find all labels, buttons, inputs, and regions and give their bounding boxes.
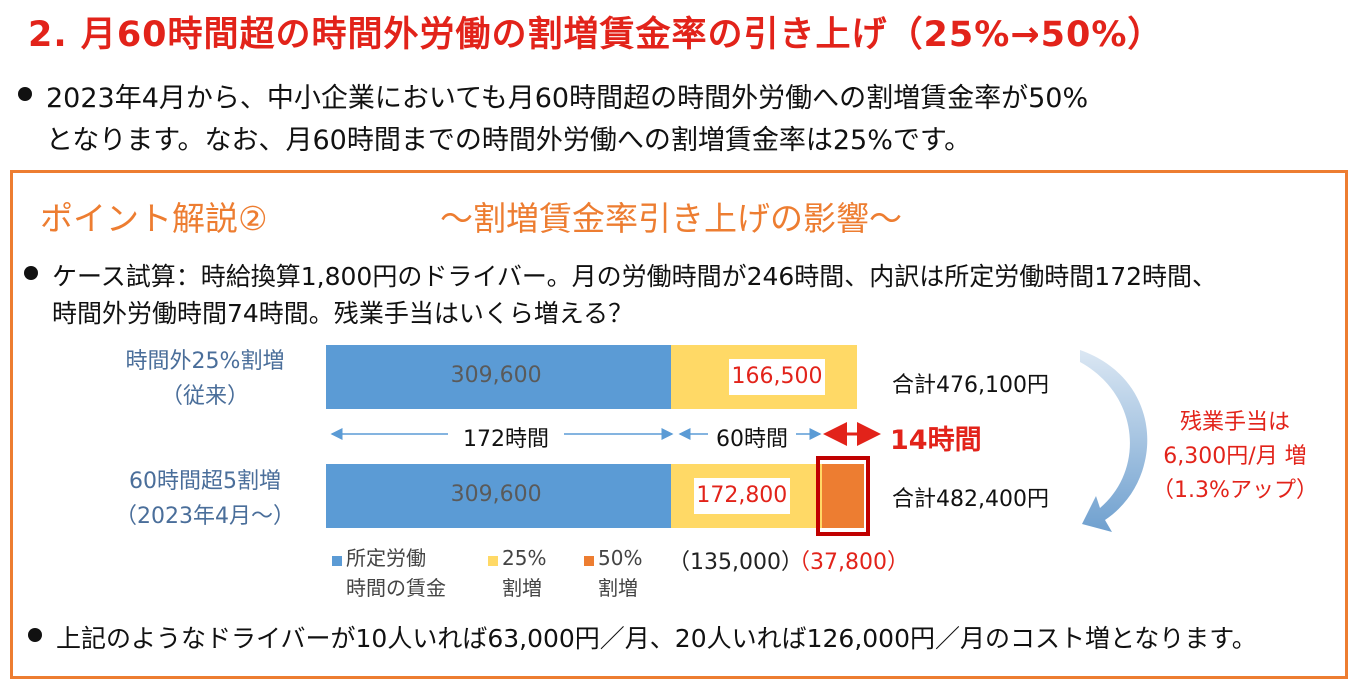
- category-label-1a: 時間外25%割増: [125, 349, 285, 374]
- legend-swatch-50: [584, 556, 594, 566]
- legend-base-2: 時間の賃金: [346, 576, 446, 600]
- bullet-icon: [24, 266, 38, 280]
- hours-extra: 14時間: [890, 425, 982, 456]
- point-panel: [10, 170, 1348, 679]
- bar-row2-base: [326, 464, 672, 528]
- point-label: ポイント解説②: [40, 199, 268, 238]
- footer-text: 上記のようなドライバーが10人いれば63,000円／月、20人いれば126,00…: [56, 624, 1257, 653]
- annotation-line-1: 残業手当は: [1179, 410, 1290, 435]
- legend-50-2: 割増: [598, 576, 638, 600]
- bullet-icon: [18, 87, 32, 101]
- intro-line-2: となります。なお、月60時間までの時間外労働への割増賃金率は25%です。: [46, 125, 972, 156]
- case-line-2: 時間外労働時間74時間。残業手当はいくら増える？: [52, 299, 634, 328]
- sub-label-yellow: （135,000）: [668, 550, 803, 575]
- legend-50-1: 50%: [598, 546, 643, 570]
- legend-25-1: 25%: [502, 546, 547, 570]
- page-title: 2. 月60時間超の時間外労働の割増賃金率の引き上げ（25%→50%）: [28, 15, 1164, 55]
- point-subtitle: ～割増賃金率引き上げの影響～: [440, 199, 902, 238]
- bar-row2-50pct: [821, 464, 864, 528]
- curved-arrow-icon: [1080, 350, 1148, 532]
- annotation-line-2: 6,300円/月 増: [1163, 444, 1307, 469]
- bar-label-row1-25pct: 166,500: [728, 359, 825, 395]
- highlight-box: [815, 456, 870, 536]
- annotation-line-3: （1.3%アップ）: [1152, 478, 1318, 503]
- hours-base: 172時間: [463, 427, 549, 452]
- legend-swatch-25: [488, 556, 498, 566]
- total-row1: 合計476,100円: [892, 373, 1049, 398]
- bar-label-row1-base: 309,600: [450, 363, 542, 388]
- case-line-1: ケース試算：時給換算1,800円のドライバー。月の労働時間が246時間、内訳は所…: [52, 262, 1218, 291]
- category-label-2b: （2023年4月～）: [115, 504, 295, 529]
- sub-label-orange: （37,800）: [788, 550, 909, 575]
- legend-swatch-base: [332, 556, 342, 566]
- bar-row1-base: [326, 345, 672, 409]
- legend-25-2: 割増: [502, 576, 542, 600]
- bar-label-row2-base: 309,600: [450, 482, 542, 507]
- bar-label-row2-25pct: 172,800: [693, 478, 790, 514]
- total-row2: 合計482,400円: [892, 487, 1049, 512]
- category-label-2a: 60時間超5割増: [129, 469, 281, 494]
- bullet-icon: [28, 628, 42, 642]
- hours-ot60: 60時間: [716, 427, 788, 452]
- legend-base-1: 所定労働: [346, 546, 426, 570]
- category-label-1b: （従来）: [160, 384, 249, 409]
- intro-line-1: 2023年4月から、中小企業においても月60時間超の時間外労働への割増賃金率が5…: [46, 83, 1089, 114]
